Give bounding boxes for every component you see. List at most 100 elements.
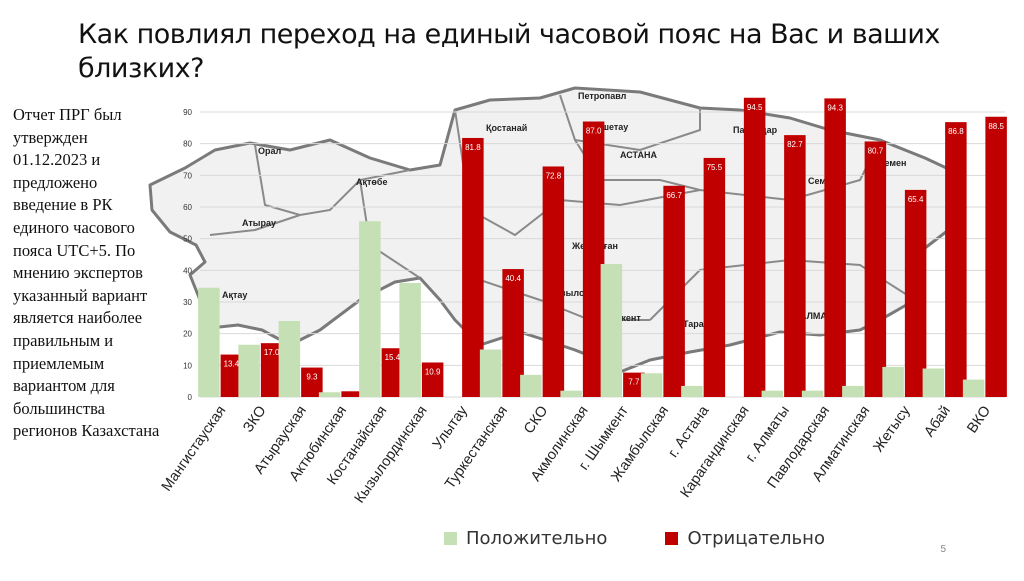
- data-label: 40.4: [505, 274, 521, 283]
- x-tick-label: ЗКО: [240, 403, 269, 435]
- bar-positive: [882, 366, 904, 397]
- data-label: 66.7: [666, 191, 682, 200]
- data-label: 82.7: [787, 140, 803, 149]
- map-label: Семей: [808, 176, 837, 186]
- bar-negative: [462, 137, 484, 397]
- map-label: Қызылорда: [548, 288, 601, 298]
- bar-negative: [301, 367, 323, 397]
- bar-positive: [318, 392, 341, 397]
- x-tick-label: Кызылординская: [352, 403, 431, 506]
- map-label: Ақтөбе: [356, 177, 387, 187]
- data-label: 80.7: [868, 146, 884, 155]
- data-label: 88.5: [988, 122, 1004, 131]
- bar-negative: [421, 362, 444, 397]
- bar-negative: [784, 135, 806, 397]
- bar-positive: [278, 321, 301, 397]
- side-note: Отчет ПРГ был утвержден 01.12.2023 и пре…: [13, 105, 160, 441]
- y-tick-label: 50: [183, 235, 192, 244]
- bar-negative: [381, 348, 404, 397]
- bar-positive: [640, 373, 663, 397]
- x-tick-label: Улытау: [430, 403, 472, 453]
- bar-negative: [703, 157, 726, 397]
- bar-positive: [600, 264, 623, 397]
- page-number: 5: [940, 544, 946, 555]
- x-tick-label: Абай: [921, 403, 954, 440]
- bar-negative: [502, 269, 524, 397]
- map-label: АСТАНА: [620, 150, 657, 160]
- y-tick-label: 90: [183, 108, 192, 117]
- y-tick-label: 80: [183, 140, 192, 149]
- map-label: Қостанай: [486, 123, 527, 133]
- map-label: АЛМАТЫ: [800, 311, 841, 321]
- data-label: 81.8: [465, 143, 481, 152]
- bar-positive: [198, 287, 220, 397]
- bar-negative: [904, 189, 927, 397]
- bar-positive: [399, 283, 421, 397]
- data-label: 75.5: [707, 163, 723, 172]
- map-label: Орал: [258, 146, 282, 156]
- bar-positive: [520, 374, 542, 397]
- x-axis-ticks: Мангистауская ЗКОАтыраускаяАктюбинскаяКос…: [159, 402, 994, 506]
- data-label: 10.9: [425, 367, 441, 376]
- region-border: [254, 144, 411, 217]
- legend-item-negative: Отрицательно: [665, 528, 825, 549]
- data-labels: 13.4 17.0 9.3 15.4 10.9 81.8 40.4 72.8 87.0 7.7 66…: [224, 103, 1005, 387]
- y-tick-label: 70: [183, 171, 192, 180]
- bar-negative: [220, 354, 243, 397]
- bar-negative: [663, 185, 685, 397]
- x-tick-label: Жетысу: [871, 403, 915, 456]
- data-label: 15.4: [385, 353, 401, 362]
- region-border: [209, 214, 301, 236]
- data-label: 7.7: [628, 378, 640, 387]
- bar-positive: [359, 221, 381, 397]
- bar-negative: [864, 141, 887, 397]
- bar-positive: [962, 379, 985, 397]
- legend-label-negative: Отрицательно: [687, 528, 825, 549]
- data-label: 65.4: [908, 195, 924, 204]
- bar-positive: [479, 349, 502, 397]
- bar-negative: [542, 166, 565, 397]
- data-label: 94.5: [747, 103, 763, 112]
- data-label: 87.0: [586, 127, 602, 136]
- x-tick-label: ВКО: [964, 403, 994, 436]
- data-label: 9.3: [306, 373, 318, 382]
- legend-swatch-positive: [444, 532, 457, 545]
- map-label: Тараз: [683, 319, 709, 329]
- data-label: 17.0: [264, 348, 280, 357]
- bar-negative: [985, 116, 1007, 397]
- bar-positive: [238, 344, 260, 397]
- bar-positive: [801, 390, 824, 397]
- bar-series: [198, 97, 1007, 397]
- bar-positive: [761, 390, 784, 397]
- data-label: 94.3: [827, 103, 843, 112]
- y-tick-label: 10: [183, 361, 192, 370]
- x-tick-label: Мангистауская: [159, 403, 230, 494]
- bar-negative: [824, 98, 846, 397]
- bar-negative: [582, 121, 605, 397]
- y-tick-label: 20: [183, 330, 192, 339]
- map-label: Өскемен: [868, 158, 907, 168]
- bar-negative: [260, 343, 283, 397]
- map-label: Петропавл: [578, 91, 627, 101]
- data-label: 13.4: [224, 360, 240, 369]
- bar-negative: [341, 391, 363, 397]
- bar-negative: [623, 372, 645, 397]
- data-label: 86.8: [948, 127, 964, 136]
- y-axis-ticks: 0 10 20 30 40 50 60 70 80 90: [183, 108, 192, 402]
- y-tick-label: 30: [183, 298, 192, 307]
- y-tick-label: 60: [183, 203, 192, 212]
- x-tick-label: СКО: [521, 403, 551, 437]
- legend-swatch-negative: [665, 532, 679, 545]
- legend-item-positive: Положительно: [444, 528, 607, 549]
- region-border: [559, 94, 701, 152]
- bar-positive: [842, 385, 864, 397]
- slide-title: Как повлиял переход на единый часовой по…: [78, 19, 940, 84]
- bar-positive: [681, 385, 703, 397]
- map-label: Көкшетау: [586, 122, 628, 132]
- map-label: Ақтау: [222, 290, 247, 300]
- bar-positive: [922, 368, 945, 397]
- bar-positive: [560, 390, 582, 397]
- data-label: 72.8: [546, 171, 562, 180]
